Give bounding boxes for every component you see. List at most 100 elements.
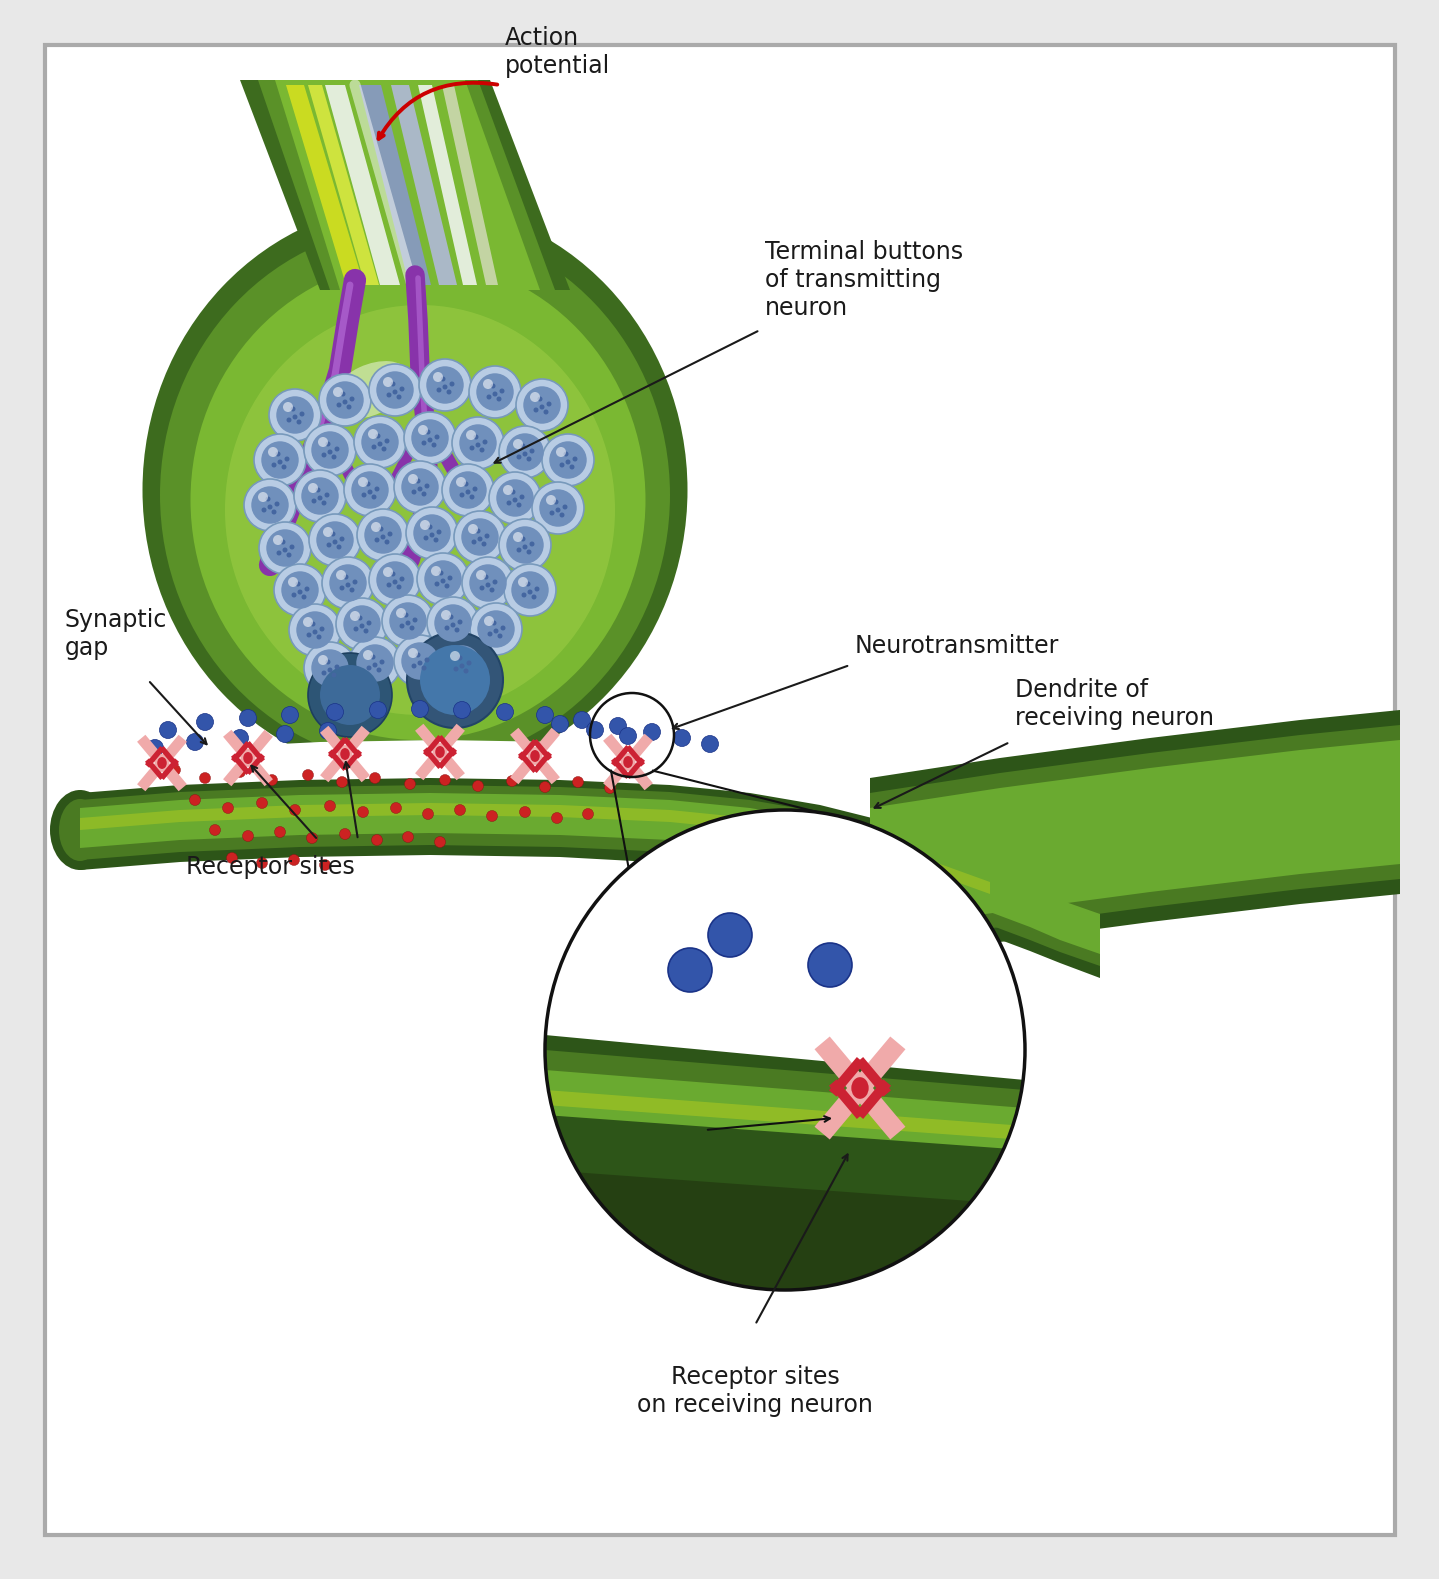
Circle shape (292, 415, 298, 420)
Circle shape (393, 579, 397, 584)
Polygon shape (814, 1036, 905, 1140)
Circle shape (482, 542, 486, 546)
Polygon shape (871, 725, 1400, 944)
Circle shape (455, 627, 459, 633)
Circle shape (226, 853, 237, 864)
Polygon shape (532, 752, 553, 774)
Polygon shape (829, 1080, 865, 1120)
Circle shape (563, 505, 567, 510)
Circle shape (344, 464, 396, 516)
Circle shape (469, 366, 521, 418)
Circle shape (423, 808, 433, 820)
Circle shape (432, 565, 440, 576)
Polygon shape (160, 758, 178, 780)
Circle shape (332, 540, 338, 545)
Circle shape (187, 734, 203, 750)
Polygon shape (626, 745, 645, 767)
Circle shape (458, 619, 462, 625)
Circle shape (364, 516, 401, 554)
Circle shape (331, 532, 335, 537)
Circle shape (555, 507, 561, 513)
Circle shape (484, 616, 494, 625)
Circle shape (404, 412, 456, 464)
Circle shape (534, 586, 540, 592)
Circle shape (587, 722, 603, 739)
Text: Terminal buttons
of transmitting
neuron: Terminal buttons of transmitting neuron (766, 240, 963, 321)
Polygon shape (518, 752, 537, 774)
Circle shape (420, 644, 491, 715)
Circle shape (308, 654, 391, 737)
Circle shape (560, 513, 564, 518)
Circle shape (376, 434, 380, 439)
Polygon shape (137, 734, 187, 791)
Circle shape (276, 551, 282, 556)
Circle shape (423, 535, 429, 540)
Circle shape (449, 471, 486, 508)
Polygon shape (99, 741, 871, 824)
Circle shape (521, 444, 525, 448)
Circle shape (321, 453, 327, 458)
Circle shape (488, 632, 492, 636)
Circle shape (286, 417, 292, 423)
Circle shape (281, 540, 285, 545)
Circle shape (272, 510, 276, 515)
Circle shape (354, 627, 358, 632)
Polygon shape (240, 81, 570, 291)
FancyBboxPatch shape (45, 44, 1394, 1535)
Text: Receptor sites
on receiving neuron: Receptor sites on receiving neuron (637, 1364, 873, 1416)
Circle shape (335, 570, 345, 579)
Circle shape (235, 766, 246, 777)
Circle shape (319, 723, 337, 739)
Text: Dendrite of
receiving neuron: Dendrite of receiving neuron (1014, 679, 1215, 729)
Circle shape (540, 404, 544, 409)
Circle shape (396, 608, 406, 617)
Circle shape (361, 423, 399, 461)
Circle shape (435, 581, 439, 586)
Circle shape (291, 406, 295, 412)
Circle shape (289, 804, 301, 815)
Circle shape (350, 587, 354, 592)
Circle shape (374, 537, 380, 543)
Circle shape (332, 387, 342, 396)
Polygon shape (81, 804, 990, 894)
Polygon shape (545, 1071, 1025, 1290)
Circle shape (282, 464, 286, 469)
Circle shape (311, 622, 315, 627)
Circle shape (406, 507, 458, 559)
Circle shape (371, 523, 381, 532)
Circle shape (376, 371, 414, 409)
Circle shape (501, 625, 505, 630)
Circle shape (311, 431, 348, 469)
Circle shape (708, 913, 753, 957)
Circle shape (574, 712, 590, 728)
Circle shape (368, 365, 422, 415)
Polygon shape (81, 785, 1099, 966)
Polygon shape (160, 745, 178, 767)
Circle shape (512, 532, 522, 542)
Polygon shape (626, 758, 645, 778)
Circle shape (319, 374, 371, 426)
Ellipse shape (157, 756, 167, 769)
Circle shape (394, 461, 446, 513)
Polygon shape (328, 737, 347, 759)
Circle shape (443, 385, 448, 390)
Circle shape (416, 652, 420, 657)
Polygon shape (246, 741, 265, 763)
Circle shape (547, 401, 551, 406)
Circle shape (530, 448, 534, 453)
Circle shape (435, 605, 472, 641)
Circle shape (455, 804, 465, 815)
Polygon shape (223, 729, 273, 786)
Circle shape (325, 493, 330, 497)
Circle shape (417, 553, 469, 605)
Circle shape (342, 399, 347, 404)
Polygon shape (286, 85, 364, 284)
Text: Action
potential: Action potential (505, 27, 610, 77)
Polygon shape (856, 1080, 891, 1120)
Circle shape (197, 714, 213, 731)
Circle shape (545, 494, 555, 505)
Circle shape (462, 518, 499, 556)
Circle shape (273, 535, 283, 545)
Circle shape (427, 437, 433, 442)
Circle shape (583, 808, 593, 820)
